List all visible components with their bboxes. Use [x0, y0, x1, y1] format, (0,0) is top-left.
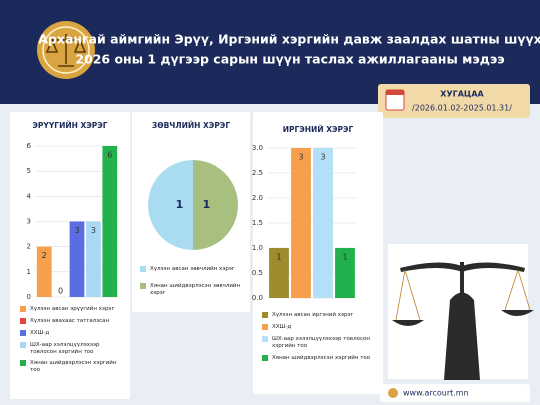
- legend-item: ХХШ-д: [20, 329, 124, 337]
- y-tick-label: 2.5: [252, 169, 263, 177]
- data-label: 3: [320, 153, 325, 162]
- legend-label: ШХ-аар хэлэлцүүлэхээр товлосон хэргийн т…: [30, 341, 100, 355]
- scales-image: [388, 244, 534, 380]
- data-label: 1: [176, 198, 184, 211]
- legend-swatch: [140, 282, 146, 289]
- legend: Хүлээн авсан эрүүгийн хэрэг Хүлээн авахаа…: [20, 306, 124, 374]
- bar: [102, 146, 118, 297]
- header-title-line: Архангай аймгийн Эрүү, Иргэний хэргийн д…: [38, 32, 540, 47]
- legend: Хүлээн авсан зөвчлийн хэрэг Хянан шийдвэр…: [140, 266, 244, 297]
- bar: [335, 248, 355, 298]
- y-tick-label: 3.0: [252, 144, 263, 152]
- legend-swatch: [20, 317, 26, 324]
- website: www.arcourt.mn: [403, 389, 469, 398]
- legend-label: ХХШ-д: [272, 323, 292, 330]
- legend-item: Хүлээн авсан зөвчлийн хэрэг: [140, 266, 244, 273]
- legend-label: Хянан шийдвэрлэсэн зөвчлийн хэрэг: [150, 282, 241, 296]
- legend-swatch: [140, 266, 146, 272]
- bar: [69, 221, 85, 297]
- y-tick-label: 0: [27, 293, 31, 301]
- bar: [36, 246, 52, 297]
- bar: [86, 221, 101, 297]
- y-tick-label: 1: [27, 268, 31, 276]
- y-tick-label: 5: [27, 167, 31, 175]
- logo-scales: [45, 34, 87, 67]
- chart-title: ИРГЭНИЙ ХЭРЭГ: [283, 125, 354, 134]
- y-tick-label: 0.5: [252, 269, 263, 277]
- legend-label: Хүлээн авсан зөвчлийн хэрэг: [150, 266, 235, 272]
- legend-item: Хүлээн авсан иргэний хэрэг: [262, 312, 374, 319]
- y-tick-label: 4: [27, 192, 32, 200]
- period-label: ХУГАЦАА: [440, 90, 484, 99]
- legend-swatch: [20, 341, 26, 348]
- legend-swatch: [20, 329, 26, 336]
- legend-label: Хянан шийдвэрлэсэн хэргийн тоо: [30, 360, 117, 374]
- y-tick-label: 0.0: [252, 294, 263, 302]
- legend: Хүлээн авсан иргэний хэрэг ХХШ-д ШХ-аар хэ…: [262, 312, 374, 361]
- data-label: 3: [74, 226, 79, 235]
- legend-item: Хянан шийдвэрлэсэн хэргийн тоо: [20, 360, 124, 374]
- header-title-line: 2026 оны 1 дүгээр сарын шүүн таслах ажил…: [75, 52, 504, 67]
- calendar-top: [386, 90, 404, 95]
- legend-item: ШХ-аар хэлэлцүүлэхээр товлосон хэргийн т…: [262, 335, 374, 350]
- y-tick-label: 3: [27, 218, 31, 226]
- legend-label: Хянан шийдвэрлэсэн хэргийн тоо: [272, 354, 371, 361]
- data-label: 6: [107, 151, 112, 160]
- legend-swatch: [262, 335, 268, 342]
- pie-slice: [193, 160, 238, 250]
- legend-label: Хүлээн авсан иргэний хэрэг: [272, 312, 354, 318]
- y-tick-label: 1.5: [252, 219, 263, 227]
- legend-item: Хянан шийдвэрлэсэн хэргийн тоо: [262, 354, 374, 362]
- data-label: 1: [342, 253, 347, 262]
- data-label: 3: [91, 226, 96, 235]
- legend-label: ХХШ-д: [30, 329, 50, 336]
- legend-item: Хүлээн авахаас татгалзсан: [20, 317, 124, 325]
- data-label: 0: [58, 287, 63, 296]
- bar: [269, 248, 289, 298]
- pie-slice: [148, 160, 193, 250]
- logo-ring: [42, 26, 90, 74]
- data-label: 1: [203, 198, 211, 211]
- bar: [313, 148, 333, 298]
- y-tick-label: 6: [27, 142, 32, 150]
- data-label: 3: [298, 153, 303, 162]
- legend-swatch: [20, 306, 26, 312]
- period-range: /2026.01.02-2025.01.31/: [412, 104, 512, 113]
- legend-swatch: [262, 354, 268, 361]
- legend-item: ШХ-аар хэлэлцүүлэхээр товлосон хэргийн т…: [20, 341, 124, 356]
- y-tick-label: 2.0: [252, 194, 263, 202]
- y-tick-label: 2: [27, 243, 31, 251]
- legend-item: Хүлээн авсан эрүүгийн хэрэг: [20, 306, 124, 313]
- bar: [291, 148, 311, 298]
- chart-title: ЭРҮҮГИЙН ХЭРЭГ: [32, 121, 107, 130]
- website-bar: [380, 384, 530, 402]
- legend-swatch: [262, 323, 268, 330]
- legend-item: Хянан шийдвэрлэсэн зөвчлийн хэрэг: [140, 282, 244, 297]
- chart-title: ЗӨВЧЛИЙН ХЭРЭГ: [152, 121, 230, 130]
- legend-label: Хүлээн авахаас татгалзсан: [30, 317, 110, 324]
- website-icon: [388, 388, 398, 398]
- legend-swatch: [20, 360, 26, 367]
- data-label: 1: [276, 253, 281, 262]
- y-tick-label: 1.0: [252, 244, 263, 252]
- legend-label: Хүлээн авсан эрүүгийн хэрэг: [30, 306, 115, 312]
- legend-swatch: [262, 312, 268, 318]
- legend-label: ШХ-аар хэлэлцүүлэхээр товлосон хэргийн т…: [272, 335, 370, 349]
- legend-item: ХХШ-д: [262, 323, 374, 331]
- period-box: [378, 84, 530, 118]
- data-label: 2: [42, 251, 47, 260]
